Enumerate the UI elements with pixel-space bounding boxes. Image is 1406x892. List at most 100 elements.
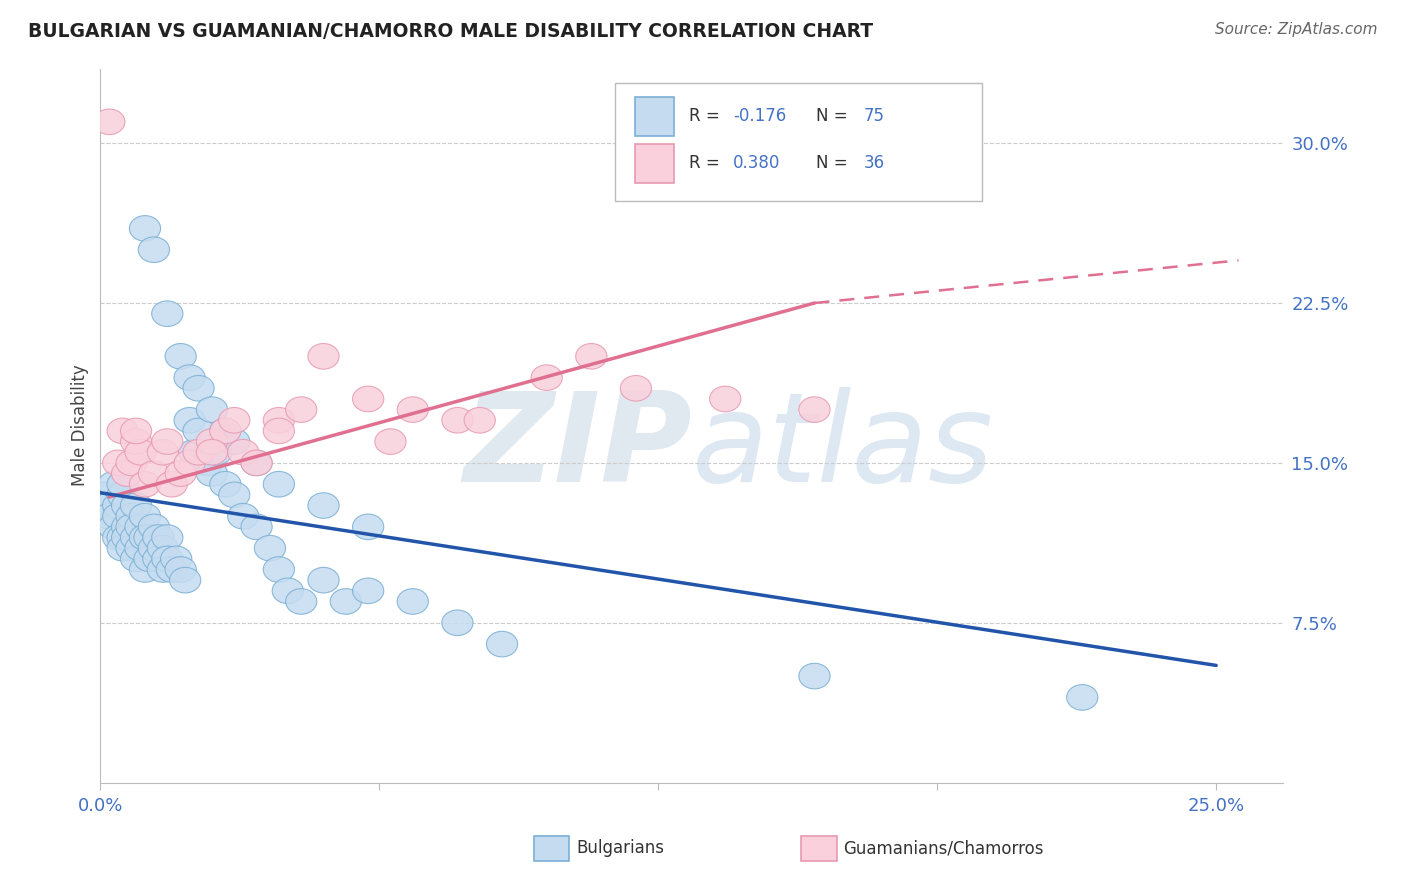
- Ellipse shape: [148, 535, 179, 561]
- Y-axis label: Male Disability: Male Disability: [72, 365, 89, 486]
- Ellipse shape: [98, 472, 129, 497]
- Text: Guamanians/Chamorros: Guamanians/Chamorros: [844, 839, 1045, 857]
- Ellipse shape: [240, 514, 273, 540]
- Text: 36: 36: [863, 153, 884, 172]
- Text: 0.380: 0.380: [733, 153, 780, 172]
- Ellipse shape: [710, 386, 741, 412]
- Ellipse shape: [263, 557, 294, 582]
- Text: N =: N =: [815, 107, 853, 126]
- Ellipse shape: [94, 503, 125, 529]
- Text: N =: N =: [815, 153, 853, 172]
- Ellipse shape: [129, 524, 160, 550]
- Ellipse shape: [228, 503, 259, 529]
- Ellipse shape: [115, 450, 148, 475]
- Ellipse shape: [218, 482, 250, 508]
- Ellipse shape: [308, 492, 339, 518]
- Ellipse shape: [174, 408, 205, 433]
- Ellipse shape: [107, 472, 138, 497]
- Ellipse shape: [152, 546, 183, 572]
- Ellipse shape: [121, 418, 152, 443]
- Ellipse shape: [156, 557, 187, 582]
- Ellipse shape: [273, 578, 304, 604]
- Ellipse shape: [353, 578, 384, 604]
- Text: R =: R =: [689, 153, 725, 172]
- Ellipse shape: [170, 567, 201, 593]
- Ellipse shape: [1067, 684, 1098, 710]
- FancyBboxPatch shape: [636, 144, 673, 183]
- Ellipse shape: [197, 429, 228, 454]
- Ellipse shape: [240, 450, 273, 475]
- Text: ZIP: ZIP: [463, 386, 692, 508]
- Ellipse shape: [353, 386, 384, 412]
- FancyBboxPatch shape: [614, 83, 981, 201]
- Ellipse shape: [115, 514, 148, 540]
- Ellipse shape: [107, 418, 138, 443]
- Ellipse shape: [148, 440, 179, 465]
- Ellipse shape: [197, 397, 228, 423]
- Ellipse shape: [201, 440, 232, 465]
- Ellipse shape: [285, 589, 316, 615]
- Ellipse shape: [183, 376, 214, 401]
- Ellipse shape: [129, 503, 160, 529]
- Ellipse shape: [103, 450, 134, 475]
- Text: R =: R =: [689, 107, 725, 126]
- Ellipse shape: [191, 450, 224, 475]
- Ellipse shape: [111, 492, 143, 518]
- Text: BULGARIAN VS GUAMANIAN/CHAMORRO MALE DISABILITY CORRELATION CHART: BULGARIAN VS GUAMANIAN/CHAMORRO MALE DIS…: [28, 22, 873, 41]
- Text: 75: 75: [863, 107, 884, 126]
- Ellipse shape: [152, 429, 183, 454]
- Ellipse shape: [107, 482, 138, 508]
- Ellipse shape: [121, 492, 152, 518]
- Ellipse shape: [143, 524, 174, 550]
- Ellipse shape: [107, 524, 138, 550]
- Ellipse shape: [285, 397, 316, 423]
- Ellipse shape: [396, 397, 429, 423]
- Ellipse shape: [174, 450, 205, 475]
- Ellipse shape: [111, 524, 143, 550]
- Ellipse shape: [103, 503, 134, 529]
- Ellipse shape: [620, 376, 651, 401]
- Ellipse shape: [799, 397, 830, 423]
- Ellipse shape: [152, 524, 183, 550]
- Text: -0.176: -0.176: [733, 107, 786, 126]
- Ellipse shape: [254, 535, 285, 561]
- Ellipse shape: [129, 216, 160, 241]
- Ellipse shape: [165, 461, 197, 486]
- Ellipse shape: [197, 461, 228, 486]
- Ellipse shape: [134, 524, 165, 550]
- Ellipse shape: [94, 109, 125, 135]
- Ellipse shape: [353, 514, 384, 540]
- Ellipse shape: [174, 365, 205, 391]
- Ellipse shape: [218, 429, 250, 454]
- FancyBboxPatch shape: [636, 97, 673, 136]
- Ellipse shape: [441, 408, 472, 433]
- Ellipse shape: [575, 343, 607, 369]
- Ellipse shape: [486, 632, 517, 657]
- Ellipse shape: [103, 524, 134, 550]
- Ellipse shape: [165, 557, 197, 582]
- Ellipse shape: [89, 482, 121, 508]
- Ellipse shape: [308, 567, 339, 593]
- Ellipse shape: [107, 535, 138, 561]
- Ellipse shape: [138, 535, 170, 561]
- Ellipse shape: [209, 472, 240, 497]
- Ellipse shape: [138, 514, 170, 540]
- Ellipse shape: [179, 440, 209, 465]
- Ellipse shape: [115, 503, 148, 529]
- Ellipse shape: [183, 440, 214, 465]
- Ellipse shape: [531, 365, 562, 391]
- Ellipse shape: [138, 237, 170, 262]
- Ellipse shape: [103, 492, 134, 518]
- Ellipse shape: [111, 514, 143, 540]
- Text: Source: ZipAtlas.com: Source: ZipAtlas.com: [1215, 22, 1378, 37]
- Ellipse shape: [98, 514, 129, 540]
- Ellipse shape: [308, 343, 339, 369]
- Ellipse shape: [121, 546, 152, 572]
- Ellipse shape: [152, 301, 183, 326]
- Ellipse shape: [464, 408, 495, 433]
- Ellipse shape: [121, 429, 152, 454]
- Ellipse shape: [115, 535, 148, 561]
- Ellipse shape: [209, 418, 240, 443]
- Ellipse shape: [138, 461, 170, 486]
- Ellipse shape: [143, 546, 174, 572]
